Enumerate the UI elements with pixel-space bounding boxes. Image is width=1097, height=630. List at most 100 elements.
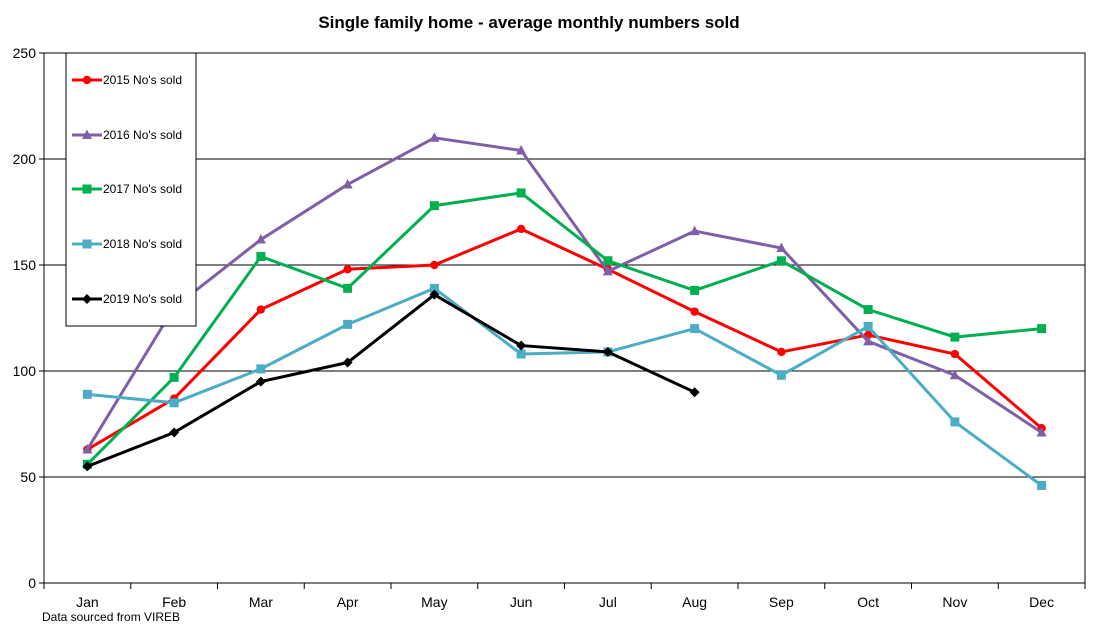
data-point <box>690 285 700 295</box>
data-point <box>429 289 440 300</box>
x-axis-ticks: Jan Feb Mar Apr May Jun Jul Aug Sep Oct Nov Dec <box>43 583 1086 610</box>
data-point <box>429 201 439 211</box>
legend-marker <box>82 294 92 304</box>
data-point <box>343 319 353 329</box>
data-point <box>342 178 353 189</box>
axes <box>43 52 1086 584</box>
data-point <box>169 427 180 438</box>
series-line <box>87 286 1043 487</box>
legend-marker <box>82 75 92 85</box>
legend-label: 2018 No's sold <box>103 237 182 251</box>
series-line <box>86 191 1042 466</box>
legend-item: 2018 No's sold <box>72 237 182 251</box>
source-note: Data sourced from VIREB <box>42 610 180 624</box>
data-point <box>430 260 439 270</box>
data-point <box>429 132 440 142</box>
data-point <box>1036 426 1047 437</box>
series-line <box>86 227 1043 451</box>
legend-label: 2019 No's sold <box>103 292 182 306</box>
data-point <box>776 370 786 380</box>
x-tick-label: Dec <box>1029 594 1054 610</box>
y-tick-label: 100 <box>13 363 37 379</box>
series-4 <box>82 289 700 472</box>
x-tick-label: Jun <box>510 594 533 610</box>
data-point <box>342 357 353 368</box>
data-point <box>255 376 266 387</box>
data-point <box>690 324 700 334</box>
legend-label: 2016 No's sold <box>103 128 182 142</box>
y-tick-label: 50 <box>20 469 36 485</box>
chart-title: Single family home - average monthly num… <box>318 13 739 32</box>
data-point <box>343 283 353 293</box>
data-point <box>950 332 960 342</box>
series-line <box>86 136 1043 451</box>
series-2 <box>82 188 1047 469</box>
x-tick-label: Apr <box>337 594 359 610</box>
legend-item: 2016 No's sold <box>72 128 182 142</box>
series-1 <box>82 132 1047 454</box>
data-point <box>1037 480 1047 490</box>
x-tick-label: Jan <box>76 594 99 610</box>
legend-item: 2017 No's sold <box>72 182 182 196</box>
data-point <box>255 234 266 244</box>
series-3 <box>82 283 1047 490</box>
data-point <box>690 307 699 316</box>
grid-lines <box>44 52 1085 478</box>
data-point <box>689 225 700 236</box>
data-point <box>689 387 700 398</box>
data-point <box>950 349 960 359</box>
series-line <box>86 293 696 468</box>
data-point <box>256 252 266 262</box>
legend-item: 2015 No's sold <box>72 73 182 87</box>
y-tick-label: 250 <box>13 45 37 61</box>
legend: 2015 No's sold 2016 No's sold 2017 No's so… <box>65 52 197 327</box>
data-point <box>343 265 352 274</box>
data-point <box>863 335 874 346</box>
legend-marker <box>82 184 92 194</box>
x-tick-label: Feb <box>162 594 186 610</box>
x-tick-label: Sep <box>769 594 794 610</box>
data-point <box>777 347 786 357</box>
legend-marker <box>82 239 92 249</box>
data-point <box>776 242 787 253</box>
data-point <box>82 443 93 454</box>
data-point <box>82 461 93 472</box>
data-point <box>1037 324 1047 334</box>
data-point <box>169 398 179 408</box>
data-point <box>256 364 266 374</box>
legend-item: 2019 No's sold <box>72 292 182 306</box>
x-tick-label: Oct <box>857 594 879 610</box>
data-point <box>603 256 613 266</box>
data-point <box>602 265 613 276</box>
legend-label: 2017 No's sold <box>103 182 182 196</box>
series-group <box>82 132 1047 490</box>
data-point <box>602 346 613 357</box>
y-tick-label: 200 <box>13 151 37 167</box>
y-tick-label: 150 <box>13 257 37 273</box>
data-point <box>516 224 526 234</box>
data-point <box>516 340 527 351</box>
x-tick-label: May <box>421 594 447 610</box>
x-tick-label: Mar <box>249 594 273 610</box>
data-point <box>516 145 527 155</box>
plot-area-frame <box>43 52 1086 584</box>
data-point <box>950 417 960 427</box>
data-point <box>82 389 92 399</box>
x-tick-label: Nov <box>942 594 967 610</box>
data-point <box>256 305 266 314</box>
data-point <box>429 283 439 293</box>
data-point <box>169 372 179 382</box>
y-axis-ticks: 0 50 100 150 200 250 <box>13 45 44 591</box>
data-point <box>863 321 873 331</box>
data-point <box>949 369 960 380</box>
data-point <box>516 349 526 359</box>
y-tick-label: 0 <box>28 575 36 591</box>
data-point <box>516 188 526 198</box>
data-point <box>776 256 786 266</box>
legend-marker <box>82 129 92 139</box>
x-tick-label: Jul <box>599 594 617 610</box>
series-0 <box>83 224 1046 454</box>
legend-label: 2015 No's sold <box>103 73 182 87</box>
data-point <box>863 305 873 315</box>
